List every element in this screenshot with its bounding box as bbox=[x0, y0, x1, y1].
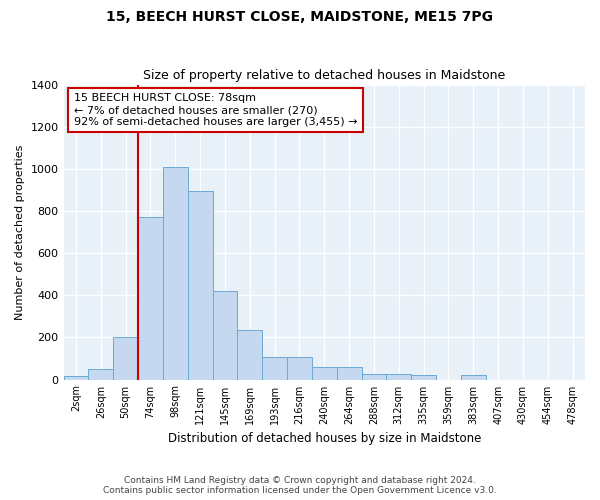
Bar bbox=[362, 374, 386, 380]
Bar bbox=[287, 357, 312, 380]
Bar bbox=[163, 166, 188, 380]
Bar bbox=[386, 374, 411, 380]
Bar bbox=[212, 291, 238, 380]
Text: 15, BEECH HURST CLOSE, MAIDSTONE, ME15 7PG: 15, BEECH HURST CLOSE, MAIDSTONE, ME15 7… bbox=[107, 10, 493, 24]
Bar bbox=[262, 357, 287, 380]
Bar bbox=[88, 369, 113, 380]
Bar bbox=[312, 367, 337, 380]
X-axis label: Distribution of detached houses by size in Maidstone: Distribution of detached houses by size … bbox=[167, 432, 481, 445]
Title: Size of property relative to detached houses in Maidstone: Size of property relative to detached ho… bbox=[143, 69, 505, 82]
Bar bbox=[188, 191, 212, 380]
Bar bbox=[411, 376, 436, 380]
Bar bbox=[113, 338, 138, 380]
Bar bbox=[461, 376, 485, 380]
Bar bbox=[64, 376, 88, 380]
Bar bbox=[138, 218, 163, 380]
Text: 15 BEECH HURST CLOSE: 78sqm
← 7% of detached houses are smaller (270)
92% of sem: 15 BEECH HURST CLOSE: 78sqm ← 7% of deta… bbox=[74, 94, 358, 126]
Bar bbox=[238, 330, 262, 380]
Text: Contains HM Land Registry data © Crown copyright and database right 2024.
Contai: Contains HM Land Registry data © Crown c… bbox=[103, 476, 497, 495]
Bar bbox=[337, 367, 362, 380]
Y-axis label: Number of detached properties: Number of detached properties bbox=[15, 144, 25, 320]
